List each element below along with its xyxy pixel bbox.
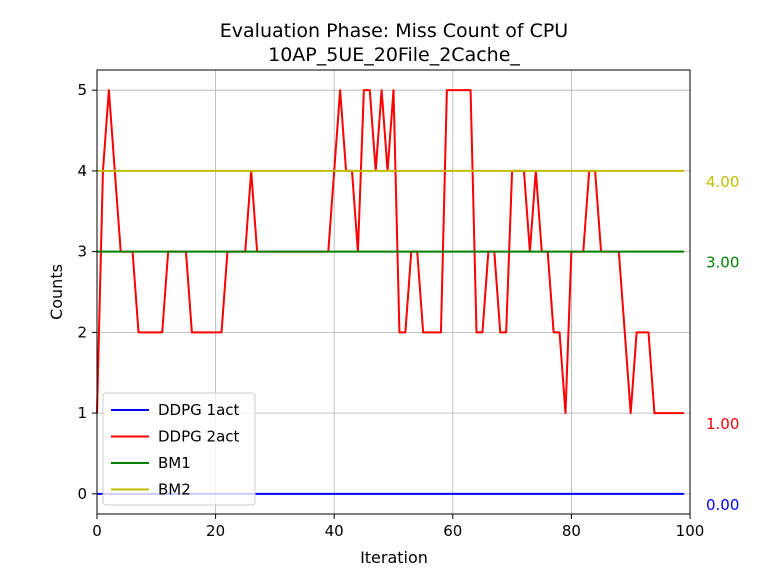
annotation-label: 4.00	[706, 173, 739, 191]
y-tick-label: 2	[77, 323, 87, 341]
plot-area: 0 20 40 60 80 100 0 1 2 3 4 5	[77, 69, 705, 540]
legend-label: BM1	[158, 454, 191, 472]
x-tick-label: 60	[443, 522, 462, 540]
legend: DDPG 1act DDPG 2act BM1 BM2	[102, 392, 256, 506]
y-tick-label: 0	[77, 485, 87, 503]
legend-label: DDPG 2act	[158, 428, 240, 446]
legend-label: DDPG 1act	[158, 401, 240, 419]
series-line-2	[96, 89, 685, 415]
chart-title: Evaluation Phase: Miss Count of CPU	[220, 20, 568, 42]
y-tick-label: 3	[77, 243, 87, 261]
x-tick-label: 100	[676, 522, 705, 540]
y-tick-label: 5	[77, 81, 87, 99]
x-tick-label: 80	[562, 522, 581, 540]
legend-label: BM2	[158, 481, 191, 499]
x-axis-label: Iteration	[360, 548, 428, 567]
y-axis-label: Counts	[47, 264, 66, 320]
annotation-label: 3.00	[706, 254, 739, 272]
plot-frame	[96, 69, 691, 515]
y-tick-label: 1	[77, 404, 87, 422]
y-tick-label: 4	[77, 162, 87, 180]
annotation-label: 1.00	[706, 415, 739, 433]
x-tick-label: 20	[206, 522, 225, 540]
x-tick-label: 0	[92, 522, 102, 540]
chart-subtitle: 10AP_5UE_20File_2Cache_	[268, 44, 520, 66]
annotation-labels: 4.00 3.00 1.00 0.00	[706, 173, 739, 514]
legend-box	[102, 392, 256, 506]
annotation-label: 0.00	[706, 496, 739, 514]
x-tick-label: 40	[325, 522, 344, 540]
